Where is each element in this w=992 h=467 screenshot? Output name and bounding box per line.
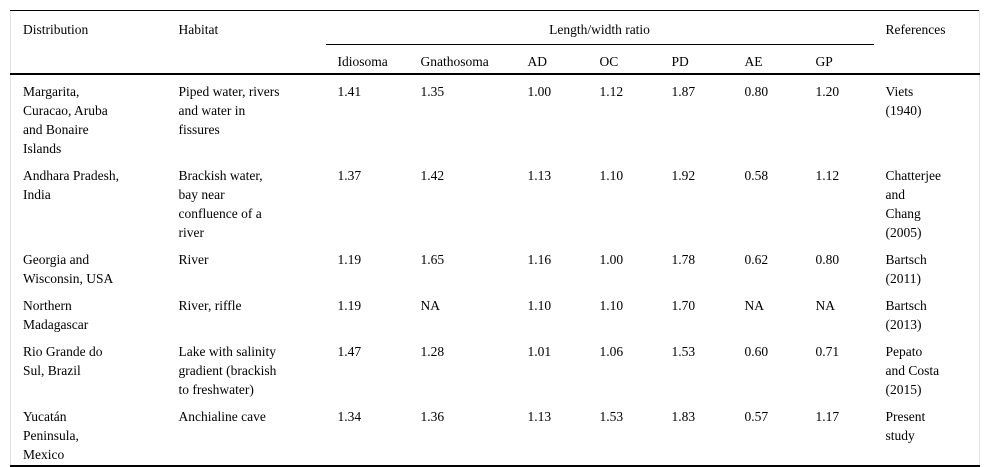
cell-ratio-pd: 1.53 (671, 343, 696, 359)
cell-ratio-gnathosoma: 1.35 (420, 83, 445, 99)
cell-ratio-ae: 0.80 (744, 83, 769, 99)
header-row-ratio-columns: Idiosoma Gnathosoma AD OC PD AE GP (11, 44, 980, 75)
table-row: Rio Grande do Sul, Brazil Lake with sali… (11, 335, 980, 400)
cell-ratio-gnathosoma: 1.42 (420, 167, 445, 183)
cell-distribution: Northern Madagascar (23, 297, 89, 332)
table-row: Andhara Pradesh, India Brackish water, b… (11, 159, 980, 243)
cell-ratio-ae: 0.57 (744, 408, 769, 424)
header-row-group: Distribution Habitat Length/width ratio … (10, 10, 980, 75)
cell-ratio-pd: 1.83 (671, 408, 696, 424)
cell-distribution: Yucatán Peninsula, Mexico (23, 408, 79, 462)
cell-ratio-gnathosoma: NA (420, 297, 441, 313)
cell-ratio-ad: 1.13 (527, 167, 552, 183)
cell-ratio-ad: 1.10 (527, 297, 552, 313)
cell-reference: Viets (1940) (885, 83, 922, 118)
column-header-distribution: Distribution (10, 10, 167, 75)
cell-ratio-gp: 1.17 (815, 408, 840, 424)
cell-ratio-idiosoma: 1.19 (337, 251, 362, 267)
cell-ratio-gnathosoma: 1.36 (420, 408, 445, 424)
cell-reference: Bartsch (2013) (885, 297, 927, 332)
cell-habitat: River, riffle (178, 297, 242, 313)
table-row: Northern Madagascar River, riffle 1.19 N… (11, 289, 980, 335)
cell-distribution: Rio Grande do Sul, Brazil (23, 343, 103, 378)
cell-ratio-ad: 1.13 (527, 408, 552, 424)
cell-ratio-ae: 0.58 (744, 167, 769, 183)
table-row: Yucatán Peninsula, Mexico Anchialine cav… (11, 400, 980, 466)
cell-reference: Bartsch (2011) (885, 251, 927, 286)
cell-ratio-gp: NA (815, 297, 836, 313)
column-header-idiosoma: Idiosoma (325, 44, 409, 75)
cell-ratio-oc: 1.10 (599, 297, 624, 313)
table-row: Georgia and Wisconsin, USA River 1.19 1.… (11, 243, 980, 289)
column-header-gnathosoma: Gnathosoma (408, 44, 516, 75)
cell-ratio-oc: 1.06 (599, 343, 624, 359)
cell-habitat: River (178, 251, 209, 267)
cell-ratio-idiosoma: 1.47 (337, 343, 362, 359)
cell-habitat: Piped water, rivers and water in fissure… (178, 83, 280, 137)
column-header-habitat: Habitat (166, 10, 326, 75)
paper-table-container: Distribution Habitat Length/width ratio … (10, 10, 981, 467)
cell-ratio-ad: 1.01 (527, 343, 552, 359)
table-row: Margarita, Curacao, Aruba and Bonaire Is… (11, 74, 980, 159)
cell-reference: Present study (885, 408, 926, 443)
cell-ratio-ae: NA (744, 297, 765, 313)
cell-habitat: Lake with salinity gradient (brackish to… (178, 343, 277, 397)
cell-ratio-idiosoma: 1.41 (337, 83, 362, 99)
table-body: Margarita, Curacao, Aruba and Bonaire Is… (11, 74, 980, 466)
cell-ratio-ae: 0.62 (744, 251, 769, 267)
cell-ratio-gp: 1.20 (815, 83, 840, 99)
cell-ratio-oc: 1.10 (599, 167, 624, 183)
cell-ratio-oc: 1.53 (599, 408, 624, 424)
cell-habitat: Brackish water, bay near confluence of a… (178, 167, 263, 240)
cell-habitat: Anchialine cave (178, 408, 266, 424)
cell-reference: Chatterjee and Chang (2005) (885, 167, 941, 240)
cell-ratio-ad: 1.00 (527, 83, 552, 99)
cell-ratio-gp: 1.12 (815, 167, 840, 183)
length-width-ratio-table: Distribution Habitat Length/width ratio … (10, 10, 980, 467)
cell-ratio-pd: 1.92 (671, 167, 696, 183)
cell-ratio-ae: 0.60 (744, 343, 769, 359)
cell-ratio-pd: 1.78 (671, 251, 696, 267)
cell-ratio-gnathosoma: 1.65 (420, 251, 445, 267)
cell-distribution: Andhara Pradesh, India (23, 167, 119, 202)
cell-ratio-idiosoma: 1.37 (337, 167, 362, 183)
table-header: Distribution Habitat Length/width ratio … (10, 10, 980, 75)
cell-ratio-gp: 0.71 (815, 343, 840, 359)
cell-ratio-gnathosoma: 1.28 (420, 343, 445, 359)
cell-ratio-idiosoma: 1.34 (337, 408, 362, 424)
column-header-references: References (873, 10, 980, 75)
column-header-ad: AD (515, 44, 588, 75)
cell-ratio-ad: 1.16 (527, 251, 552, 267)
cell-reference: Pepato and Costa (2015) (885, 343, 940, 397)
cell-ratio-idiosoma: 1.19 (337, 297, 362, 313)
column-header-ratio-group: Length/width ratio (325, 10, 874, 45)
cell-ratio-pd: 1.87 (671, 83, 696, 99)
column-header-oc: OC (587, 44, 660, 75)
column-header-ae: AE (732, 44, 804, 75)
cell-ratio-oc: 1.12 (599, 83, 624, 99)
cell-distribution: Georgia and Wisconsin, USA (23, 251, 114, 286)
cell-ratio-pd: 1.70 (671, 297, 696, 313)
cell-ratio-oc: 1.00 (599, 251, 624, 267)
column-header-gp: GP (803, 44, 874, 75)
cell-ratio-gp: 0.80 (815, 251, 840, 267)
column-header-pd: PD (659, 44, 733, 75)
cell-distribution: Margarita, Curacao, Aruba and Bonaire Is… (23, 83, 108, 156)
